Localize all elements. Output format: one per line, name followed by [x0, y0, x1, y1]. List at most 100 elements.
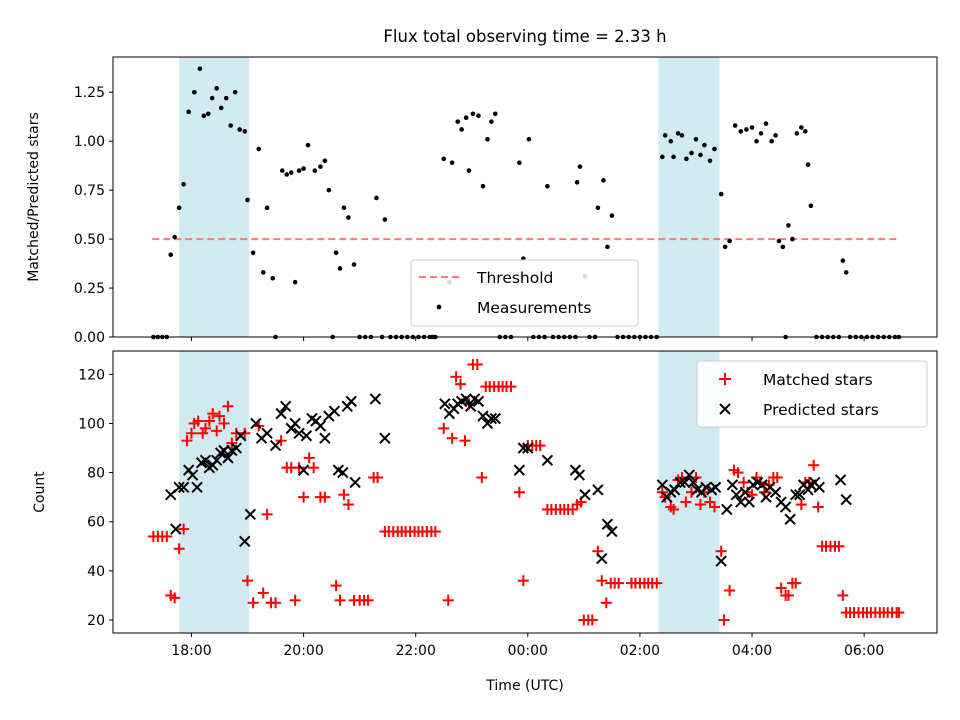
measurement-point [223, 95, 229, 101]
measurement-point [264, 205, 270, 211]
matched-star-point [833, 540, 845, 552]
measurement-point [492, 111, 498, 117]
predicted-star-point [517, 442, 530, 454]
legend-predicted-swatch [719, 403, 731, 415]
matched-star-point [893, 607, 905, 619]
matched-star-point [303, 452, 315, 464]
matched-star-point [173, 543, 185, 555]
measurement-point [517, 160, 522, 166]
predicted-star-point [170, 523, 182, 535]
measurement-point [209, 95, 215, 101]
matched-star-point [517, 575, 529, 587]
top-y-axis-label: Matched/Predicted stars [26, 112, 42, 282]
predicted-star-point [834, 474, 847, 486]
predicted-star-point [683, 469, 695, 481]
measurement-point [346, 215, 351, 220]
matched-star-point [222, 400, 234, 412]
measurement-point [684, 156, 689, 162]
bottom-y-axis-label: Count [32, 471, 48, 513]
predicted-star-point [601, 518, 614, 530]
measurement-point [337, 266, 343, 271]
measurement-point [459, 127, 464, 132]
measurement-point [333, 250, 339, 256]
bottom-legend: Matched stars Predicted stars [696, 360, 928, 428]
matched-star-point [334, 594, 346, 606]
matched-star-point [185, 427, 197, 439]
matched-star-point [293, 462, 305, 474]
count-points [147, 359, 905, 626]
measurement-point [245, 197, 250, 203]
measurement-point [790, 236, 795, 242]
predicted-star-point [668, 484, 681, 496]
matched-star-point [795, 499, 807, 511]
measurement-point [256, 146, 262, 152]
predicted-star-point [275, 407, 287, 420]
matched-star-point [203, 415, 215, 427]
measurement-point [601, 178, 606, 183]
measurement-point [526, 136, 532, 142]
measurement-point [693, 136, 699, 142]
predicted-star-point [297, 464, 310, 476]
matched-star-point [715, 545, 727, 557]
predicted-star-point [743, 496, 755, 508]
matched-star-point [362, 594, 374, 606]
predicted-star-point [319, 432, 331, 444]
measurement-point [374, 195, 379, 201]
predicted-star-point [191, 481, 203, 494]
matched-star-point [275, 435, 287, 447]
matched-star-point [808, 459, 820, 471]
measurement-point [808, 203, 814, 209]
measurement-point [288, 170, 294, 175]
predicted-star-point [813, 481, 825, 494]
predicted-star-point [369, 393, 382, 405]
predicted-star-point [779, 501, 792, 513]
measurement-point [769, 138, 774, 144]
x-tick-label: 20:00 [283, 643, 323, 659]
matched-star-point [812, 501, 824, 513]
matched-star-point [459, 435, 471, 447]
measurement-point [305, 142, 311, 148]
predicted-star-point [513, 464, 526, 476]
measurement-point [671, 154, 676, 160]
predicted-star-point [300, 430, 313, 442]
predicted-star-point [679, 476, 691, 489]
matched-star-point [442, 594, 454, 606]
measurement-point [707, 158, 713, 164]
matched-star-point [338, 489, 350, 501]
measurement-point [712, 146, 717, 152]
top-y-tick-label: 1.00 [74, 134, 105, 150]
measurement-point [186, 109, 191, 115]
x-tick-label: 06:00 [844, 643, 884, 659]
legend-matched-swatch [719, 373, 731, 385]
predicted-star-point [715, 555, 727, 567]
measurement-point [296, 168, 302, 173]
measurement-point [574, 180, 580, 185]
matched-star-point [837, 589, 849, 601]
matched-star-point [659, 491, 671, 503]
measurement-point [292, 279, 298, 285]
top-y-tick-label: 0.00 [74, 330, 105, 346]
predicted-star-point [485, 412, 498, 425]
measurement-point [732, 123, 738, 128]
measurement-point [763, 121, 769, 126]
measurement-point [773, 133, 778, 138]
predicted-star-point [769, 486, 782, 498]
predicted-star-point [239, 535, 251, 548]
measurement-point [242, 129, 248, 134]
top-plot-frame [112, 56, 938, 338]
measurement-point [660, 154, 665, 160]
predicted-star-point [522, 442, 534, 454]
measurement-point [250, 250, 256, 256]
matched-star-point [446, 432, 458, 444]
measurement-point [698, 152, 703, 158]
predicted-star-point [177, 481, 190, 494]
predicted-star-point [328, 405, 341, 417]
measurement-point [668, 138, 674, 144]
measurement-point [679, 133, 685, 138]
top-x-axis-ticks [190, 337, 865, 341]
top-legend-box [410, 259, 639, 327]
top-panel: Flux total observing time = 2.33 h 0.000… [26, 27, 938, 346]
matched-star-point [790, 577, 802, 589]
measurement-point [722, 244, 728, 250]
matched-star-point [708, 501, 720, 513]
